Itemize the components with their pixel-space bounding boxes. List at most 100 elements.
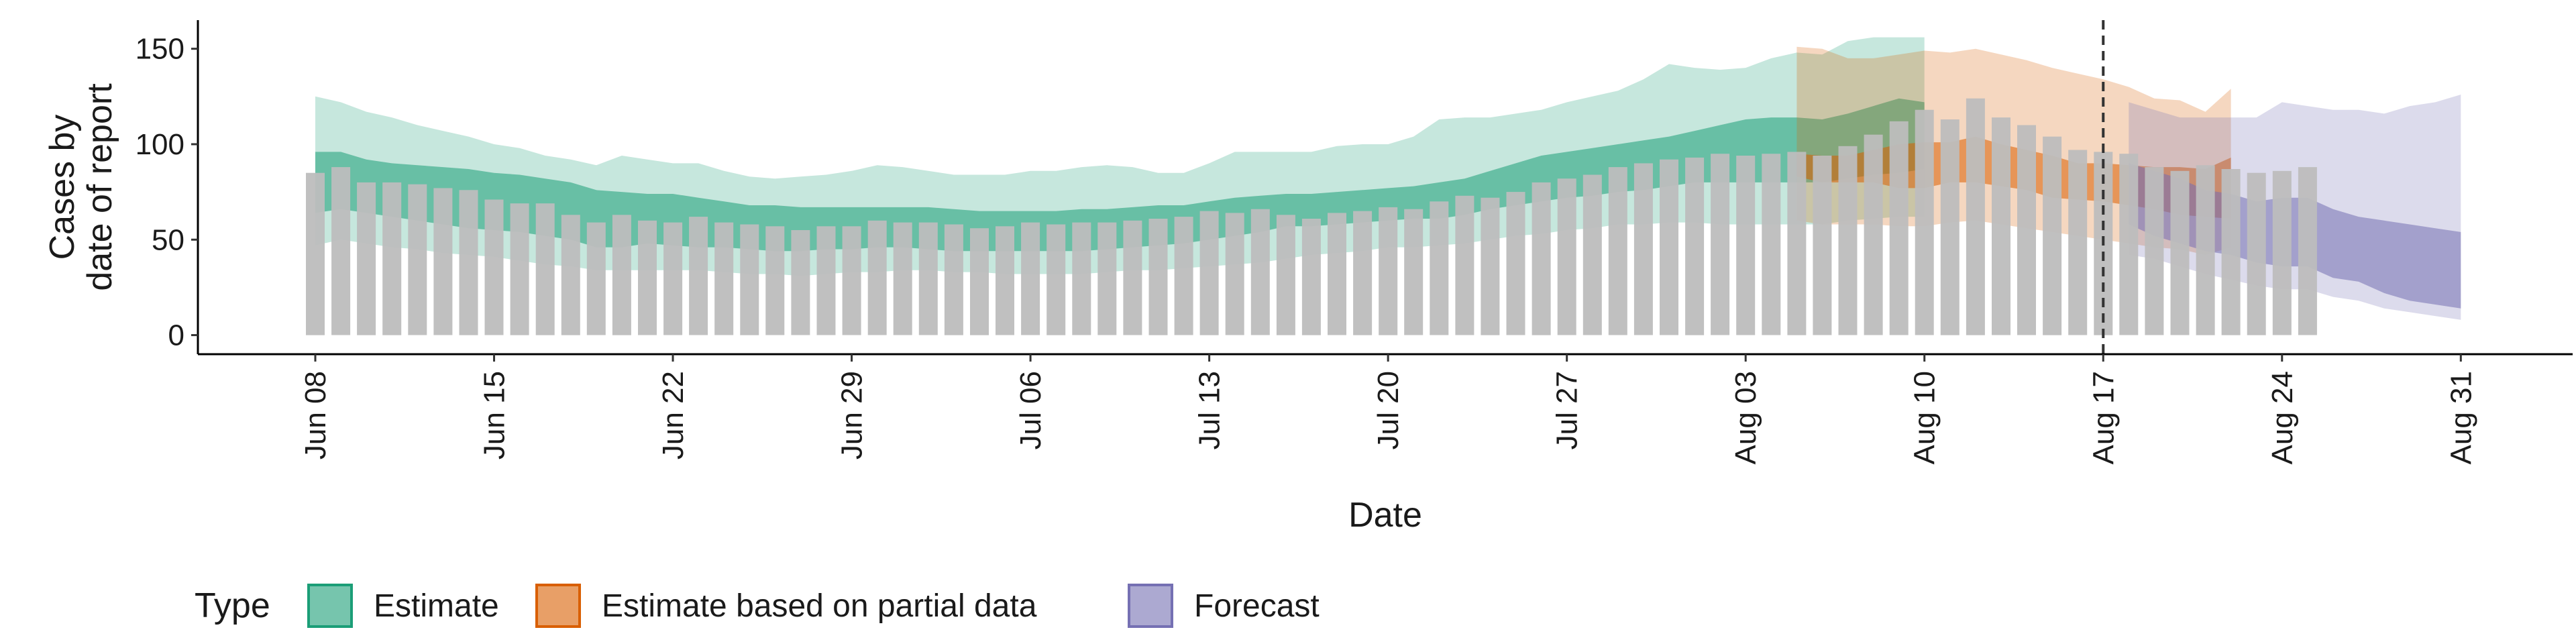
- x-tick-label: Jun 22: [657, 371, 690, 460]
- x-tick-label: Jun 08: [299, 371, 332, 460]
- case-bar: [306, 172, 325, 335]
- case-bar: [1301, 219, 1321, 335]
- y-axis-title: Cases bydate of report: [43, 83, 119, 291]
- case-bar: [433, 188, 453, 335]
- case-bar: [1813, 156, 1832, 335]
- case-bar: [1660, 159, 1678, 335]
- legend-title: Type: [195, 586, 270, 625]
- case-bar: [1864, 134, 1883, 335]
- case-bar: [970, 228, 989, 335]
- case-bar: [2043, 136, 2062, 335]
- case-bar: [816, 226, 836, 335]
- case-bar: [1685, 157, 1705, 335]
- case-bar: [459, 190, 478, 335]
- case-bar: [484, 199, 504, 335]
- case-bar: [1762, 154, 1781, 335]
- case-bar: [2298, 167, 2317, 335]
- case-bar: [1940, 119, 1960, 335]
- case-bar: [612, 215, 631, 335]
- case-bar: [2170, 170, 2190, 335]
- case-bar: [791, 230, 810, 335]
- estimate-inner-band: [315, 98, 1925, 252]
- x-tick-label: Aug 03: [1729, 371, 1762, 464]
- x-tick-label: Jul 27: [1551, 371, 1584, 449]
- y-axis-title-line: Cases by: [43, 115, 82, 260]
- legend-key-partial: [535, 584, 581, 628]
- case-bar: [1021, 222, 1040, 335]
- case-bar: [1276, 215, 1295, 335]
- case-bar: [2247, 172, 2266, 335]
- legend-label-estimate: Estimate: [374, 588, 499, 624]
- case-bar: [1608, 167, 1627, 335]
- case-bar: [1148, 219, 1168, 335]
- case-bar: [2196, 165, 2215, 335]
- y-tick-label: 150: [136, 33, 184, 66]
- case-bar: [740, 224, 759, 335]
- case-bar: [1250, 209, 1270, 335]
- case-bar: [331, 167, 351, 335]
- case-bar: [2221, 169, 2241, 335]
- y-tick-label: 50: [152, 223, 184, 256]
- case-bar: [1123, 220, 1142, 335]
- case-bar: [1633, 163, 1653, 335]
- case-bar: [1072, 222, 1091, 335]
- case-bar: [1915, 109, 1934, 335]
- x-tick-label: Aug 24: [2266, 371, 2299, 464]
- case-bar: [663, 222, 683, 335]
- case-bar: [561, 215, 580, 335]
- x-tick-label: Aug 10: [1909, 371, 1941, 464]
- case-bar: [996, 226, 1014, 335]
- case-bar: [1481, 197, 1500, 335]
- case-bar: [1787, 152, 1807, 335]
- case-bar: [1046, 224, 1066, 335]
- case-bar: [689, 217, 708, 335]
- case-bar: [2145, 167, 2164, 335]
- case-bar: [842, 226, 861, 335]
- legend-key-estimate: [307, 584, 353, 628]
- case-bar: [1736, 156, 1756, 335]
- y-axis-title-line: date of report: [80, 83, 119, 291]
- case-bar: [1506, 192, 1525, 335]
- x-tick-label: Jun 29: [836, 371, 869, 460]
- case-bar: [1838, 146, 1858, 335]
- x-tick-label: Jul 06: [1014, 371, 1047, 449]
- case-bar: [1225, 213, 1244, 335]
- case-bar: [893, 222, 912, 335]
- case-bar: [1174, 217, 1193, 335]
- case-bar: [2272, 170, 2292, 335]
- case-bar: [1455, 195, 1474, 335]
- case-bar: [586, 222, 606, 335]
- legend-label-forecast: Forecast: [1194, 588, 1320, 624]
- case-bar: [1532, 182, 1551, 335]
- case-bar: [1430, 201, 1449, 335]
- x-tick-label: Jul 20: [1372, 371, 1405, 449]
- case-bar: [1557, 178, 1576, 335]
- case-bar: [714, 222, 734, 335]
- case-bar: [2068, 150, 2088, 335]
- case-bar: [1889, 121, 1909, 335]
- axes: 0 50 100 150 Jun 08 Jun 15 Jun 22 Jun 29 Jul 06 J…: [43, 20, 2573, 535]
- legend-label-partial: Estimate based on partial data: [602, 588, 1037, 624]
- case-bar: [1582, 174, 1602, 335]
- x-tick-label: Aug 31: [2445, 371, 2477, 464]
- y-tick-label: 100: [136, 128, 184, 161]
- case-bar: [944, 224, 963, 335]
- case-bar: [918, 222, 938, 335]
- x-tick-label: Aug 17: [2087, 371, 2120, 464]
- case-bar: [1711, 154, 1730, 335]
- case-bar: [1404, 209, 1424, 335]
- case-bar: [867, 220, 887, 335]
- case-bar: [535, 203, 555, 335]
- case-bar: [2119, 154, 2139, 335]
- case-bar: [638, 220, 657, 335]
- case-bar: [1966, 98, 1985, 335]
- legend-key-forecast: [1128, 584, 1173, 628]
- case-bar: [1353, 211, 1373, 335]
- case-bar: [2017, 125, 2036, 335]
- legend: Type Estimate Estimate based on partial da…: [195, 584, 1320, 628]
- x-tick-label: Jul 13: [1193, 371, 1226, 449]
- case-bar: [1097, 222, 1117, 335]
- case-bar: [1328, 213, 1346, 335]
- case-bar: [1379, 207, 1398, 335]
